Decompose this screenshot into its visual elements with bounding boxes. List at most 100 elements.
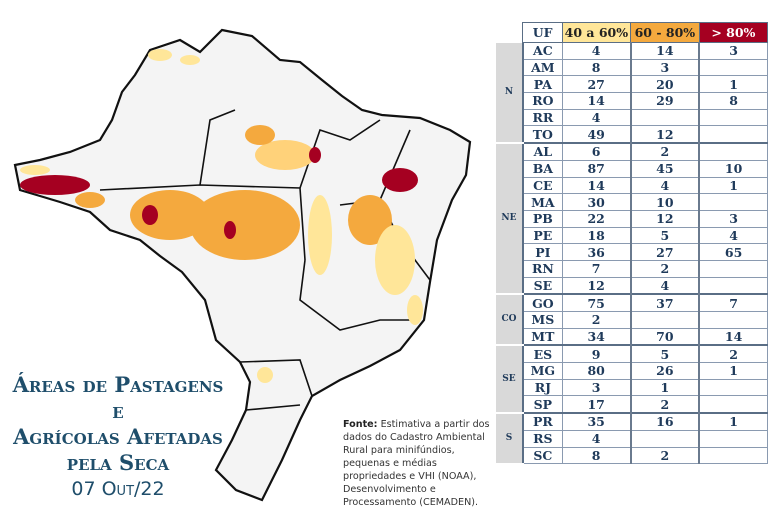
value-cell: 12: [630, 125, 701, 144]
value-cell: 2: [630, 395, 701, 414]
uf-cell: PA: [521, 75, 563, 94]
uf-cell: PI: [521, 243, 563, 261]
table-row: PI 36 27 65: [496, 243, 768, 261]
table-row: TO 49 12: [496, 125, 768, 144]
uf-cell: MS: [521, 311, 563, 329]
uf-cell: RN: [521, 259, 563, 278]
value-cell: 14: [630, 42, 701, 60]
value-cell: 34: [561, 327, 632, 346]
region-label: NE: [496, 143, 523, 296]
value-cell: 14: [698, 327, 768, 346]
map-title: Áreas de Pastagens e Agrícolas Afetadas …: [8, 372, 228, 502]
table-row: PA 27 20 1: [496, 75, 768, 94]
table-row: MT 34 70 14: [496, 327, 768, 346]
value-cell: 49: [561, 125, 632, 144]
uf-cell: MA: [521, 193, 563, 211]
value-cell: 5: [630, 226, 701, 245]
table-row: SC 8 2: [496, 446, 768, 465]
header-blank: [496, 22, 523, 43]
value-cell: 2: [561, 311, 632, 329]
uf-cell: SC: [521, 446, 563, 465]
value-cell: 29: [630, 92, 701, 110]
value-cell: 70: [630, 327, 701, 346]
value-cell: 2: [630, 259, 701, 278]
value-cell: [698, 311, 768, 329]
table-row: SE 12 4: [496, 276, 768, 295]
value-cell: 22: [561, 209, 632, 228]
source-label: Fonte:: [343, 419, 378, 430]
value-cell: 12: [630, 209, 701, 228]
table-row: S PR 35 16 1: [496, 412, 768, 465]
value-cell: 3: [698, 42, 768, 60]
value-cell: [698, 125, 768, 144]
value-cell: 18: [561, 226, 632, 245]
table-row: PB 22 12 3: [496, 209, 768, 228]
header-40-60: 40 a 60%: [561, 22, 632, 43]
table-row: MA 30 10: [496, 193, 768, 211]
table-row: CO GO 75 37 7: [496, 293, 768, 347]
value-cell: 4: [561, 42, 632, 60]
table-header: UF 40 a 60% 60 - 80% > 80%: [496, 22, 768, 43]
table-row: MG 80 26 1: [496, 362, 768, 380]
table-row: RO 14 29 8: [496, 92, 768, 110]
value-cell: 3: [561, 378, 632, 397]
region-label: CO: [496, 294, 523, 347]
value-cell: 6: [561, 142, 632, 161]
brazil-outline: [13, 28, 472, 502]
value-cell: [698, 108, 768, 127]
brazil-drought-map: [13, 28, 472, 502]
value-cell: 9: [561, 344, 632, 364]
value-cell: 10: [630, 193, 701, 211]
source-note: Fonte: Estimativa a partir dos dados do …: [343, 418, 493, 509]
uf-cell: PR: [521, 412, 563, 431]
source-text: Estimativa a partir dos dados do Cadastr…: [343, 419, 490, 508]
uf-cell: RJ: [521, 378, 563, 397]
value-cell: 45: [630, 159, 701, 178]
value-cell: [630, 429, 701, 448]
value-cell: 2: [698, 344, 768, 364]
uf-cell: RS: [521, 429, 563, 448]
value-cell: [698, 395, 768, 414]
title-line-1: Áreas de Pastagens e: [12, 372, 224, 423]
value-cell: [630, 108, 701, 127]
value-cell: 14: [561, 92, 632, 110]
uf-cell: SP: [521, 395, 563, 414]
title-date: 07 Out/22: [71, 478, 165, 500]
region-label: SE: [496, 345, 523, 415]
header-gt-80: > 80%: [698, 22, 768, 43]
value-cell: 30: [561, 193, 632, 211]
value-cell: [698, 378, 768, 397]
value-cell: 1: [698, 75, 768, 94]
header-uf: UF: [522, 22, 563, 43]
value-cell: 8: [698, 92, 768, 110]
uf-cell: AM: [521, 58, 563, 77]
value-cell: 27: [561, 75, 632, 94]
table-row: SP 17 2: [496, 395, 768, 414]
value-cell: 27: [630, 243, 701, 261]
uf-cell: TO: [521, 125, 563, 144]
value-cell: [698, 276, 768, 295]
uf-cell: CE: [521, 176, 563, 195]
value-cell: 1: [698, 412, 768, 431]
value-cell: 26: [630, 362, 701, 380]
region-label: S: [496, 413, 523, 465]
value-cell: [630, 311, 701, 329]
value-cell: 8: [561, 446, 632, 465]
value-cell: [698, 58, 768, 77]
table-row: RJ 3 1: [496, 378, 768, 397]
value-cell: [698, 259, 768, 278]
uf-cell: GO: [521, 293, 563, 313]
uf-cell: PB: [521, 209, 563, 228]
uf-cell: MT: [521, 327, 563, 346]
value-cell: 4: [630, 176, 701, 195]
value-cell: [698, 429, 768, 448]
value-cell: 3: [630, 58, 701, 77]
table-row: MS 2: [496, 311, 768, 329]
table-row: RN 7 2: [496, 259, 768, 278]
value-cell: 3: [698, 209, 768, 228]
value-cell: 1: [698, 176, 768, 195]
value-cell: 36: [561, 243, 632, 261]
value-cell: 2: [630, 446, 701, 465]
table-row: PE 18 5 4: [496, 226, 768, 245]
value-cell: 35: [561, 412, 632, 431]
